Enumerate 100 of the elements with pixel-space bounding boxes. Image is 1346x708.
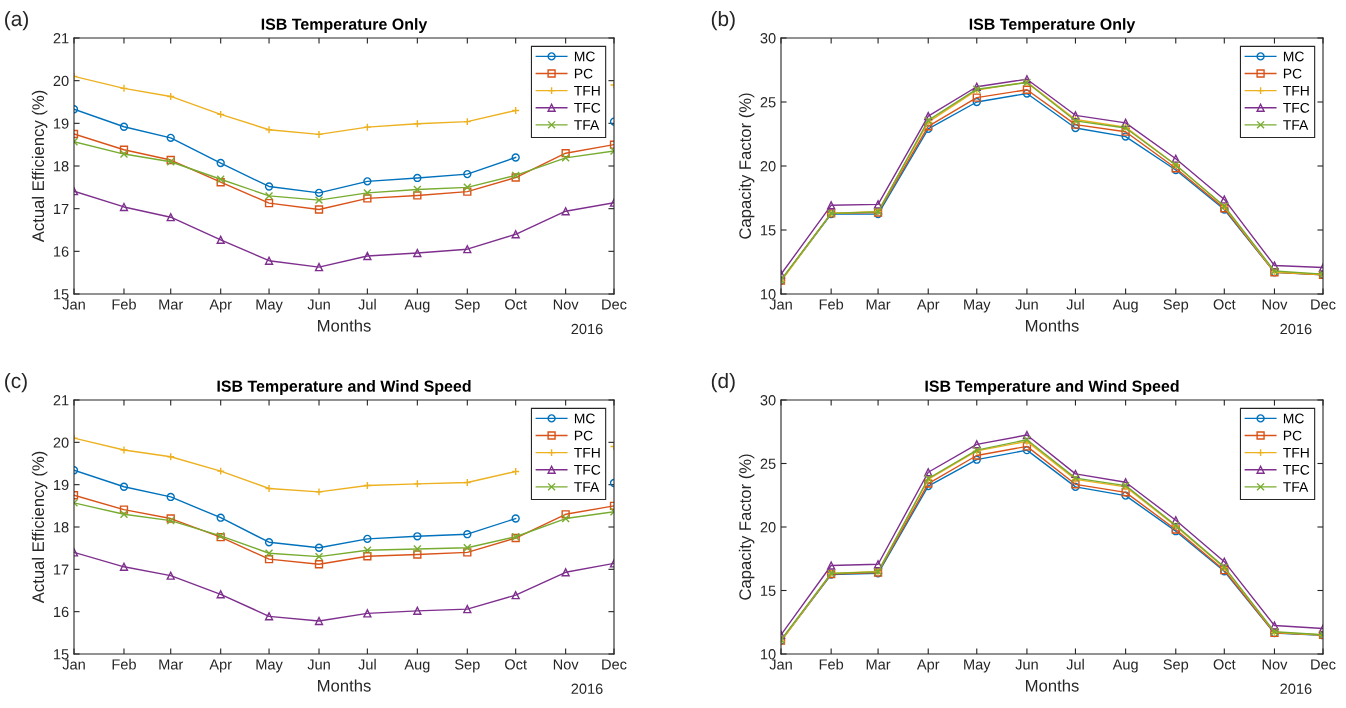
x-tick-label: Mar (866, 659, 891, 670)
x-tick-label: Apr (209, 659, 232, 673)
x-tick-label: Aug (1112, 659, 1138, 673)
x-tick-label: Feb (112, 298, 136, 310)
x-tick-label: Oct (1213, 659, 1236, 670)
text: 2016 (1280, 323, 1312, 335)
chart-title: ISB Temperature Only (261, 18, 428, 33)
chart-title: ISB Temperature Only (969, 18, 1136, 33)
x-tick-label: May (964, 659, 991, 673)
x-tick-label: Jul (1066, 298, 1084, 310)
x-tick-label: Dec (602, 659, 627, 670)
y-axis-title: Capacity Factor (%) (738, 93, 755, 239)
legend-label: PC (1283, 430, 1302, 441)
x-tick-label: Jun (307, 659, 330, 670)
x-tick-label: Aug (404, 659, 430, 673)
y-tick-label: 18 (54, 522, 69, 533)
x-tick-label: Feb (819, 658, 844, 670)
x-tick-label: Oct (505, 659, 527, 670)
x-tick-label: Jul (1066, 658, 1084, 670)
x-tick-label: Sep (1163, 299, 1189, 313)
x-tick-label: Dec (1311, 299, 1336, 310)
x-tick-label: May (964, 299, 991, 313)
x-tick-label: Mar (159, 299, 184, 310)
x-tick-label: Apr (916, 299, 940, 313)
x-tick-label: Feb (819, 298, 844, 310)
y-tick-label: 15 (54, 649, 69, 660)
y-tick-label: 10 (761, 289, 776, 300)
chart-title: ISB Temperature and Wind Speed (217, 380, 471, 395)
text: (d) (711, 372, 735, 393)
x-tick-label: Jan (62, 299, 85, 310)
legend-label: MC (574, 413, 595, 424)
x-axis-title: Months (1026, 679, 1079, 692)
x-tick-label: Mar (866, 299, 891, 310)
text: 2016 (571, 683, 603, 694)
legend-label: TFA (1283, 482, 1309, 492)
y-tick-label: 15 (54, 289, 69, 300)
y-axis-title: Actual Efficiency (%) (31, 90, 48, 243)
y-tick-label: 16 (54, 246, 69, 257)
x-tick-label: Feb (112, 658, 136, 670)
x-tick-label: Aug (1112, 299, 1138, 313)
chart-title: ISB Temperature and Wind Speed (925, 380, 1179, 395)
x-tick-label: Nov (1262, 659, 1288, 670)
legend-label: TFC (574, 102, 601, 113)
legend-label: TFH (1283, 85, 1309, 96)
legend-label: TFH (574, 85, 600, 96)
y-tick-label: 25 (760, 458, 776, 469)
legend-label: TFA (574, 120, 600, 130)
legend-label: TFC (574, 464, 601, 475)
legend-label: PC (1283, 68, 1302, 79)
legend-label: PC (574, 430, 593, 441)
x-tick-label: Sep (1163, 659, 1189, 673)
legend-label: TFC (1283, 464, 1310, 475)
y-tick-label: 20 (53, 437, 69, 448)
x-tick-label: Dec (1311, 659, 1336, 670)
y-tick-label: 21 (53, 33, 69, 44)
legend-label: TFC (1283, 102, 1310, 113)
y-tick-label: 20 (760, 161, 776, 172)
x-tick-label: May (256, 659, 283, 673)
x-tick-label: Sep (455, 299, 480, 313)
x-tick-label: Jul (358, 658, 376, 670)
legend-label: PC (574, 68, 593, 79)
legend-label: TFA (1283, 120, 1309, 130)
x-tick-label: Jun (1015, 659, 1038, 670)
text: (b) (711, 10, 735, 31)
y-tick-label: 20 (53, 75, 69, 87)
y-tick-label: 25 (760, 97, 776, 108)
legend-label: MC (1283, 413, 1304, 424)
y-tick-label: 21 (53, 395, 69, 406)
x-tick-label: Aug (404, 299, 430, 313)
y-tick-label: 17 (54, 564, 69, 575)
x-axis-title: Months (318, 319, 371, 332)
x-tick-label: Sep (455, 659, 480, 673)
x-tick-label: Dec (602, 299, 627, 310)
x-tick-label: Nov (1262, 299, 1288, 310)
x-tick-label: Jan (769, 299, 792, 310)
x-tick-label: Apr (916, 659, 940, 673)
y-tick-label: 18 (54, 161, 69, 172)
x-tick-label: May (256, 299, 283, 313)
x-tick-label: Jan (62, 659, 85, 670)
legend-label: MC (574, 51, 595, 62)
x-tick-label: Jul (358, 298, 376, 310)
legend-label: TFA (574, 482, 600, 492)
x-tick-label: Oct (1213, 299, 1236, 310)
y-tick-label: 30 (760, 395, 776, 406)
text: 2016 (571, 323, 603, 335)
y-tick-label: 20 (760, 522, 776, 533)
x-tick-label: Jun (1015, 299, 1038, 310)
x-tick-label: Nov (553, 659, 579, 670)
x-axis-title: Months (318, 679, 371, 692)
y-tick-label: 19 (54, 118, 69, 129)
y-axis-title: Actual Efficiency (%) (31, 451, 48, 604)
x-tick-label: Jun (307, 299, 330, 310)
x-tick-label: Jan (769, 659, 792, 670)
y-tick-label: 15 (761, 585, 776, 596)
y-axis-title: Capacity Factor (%) (738, 454, 755, 600)
y-tick-label: 15 (761, 225, 776, 236)
text: 2016 (1280, 683, 1312, 694)
y-tick-label: 16 (54, 606, 69, 618)
x-tick-label: Apr (209, 299, 232, 313)
text: (c) (5, 372, 27, 393)
